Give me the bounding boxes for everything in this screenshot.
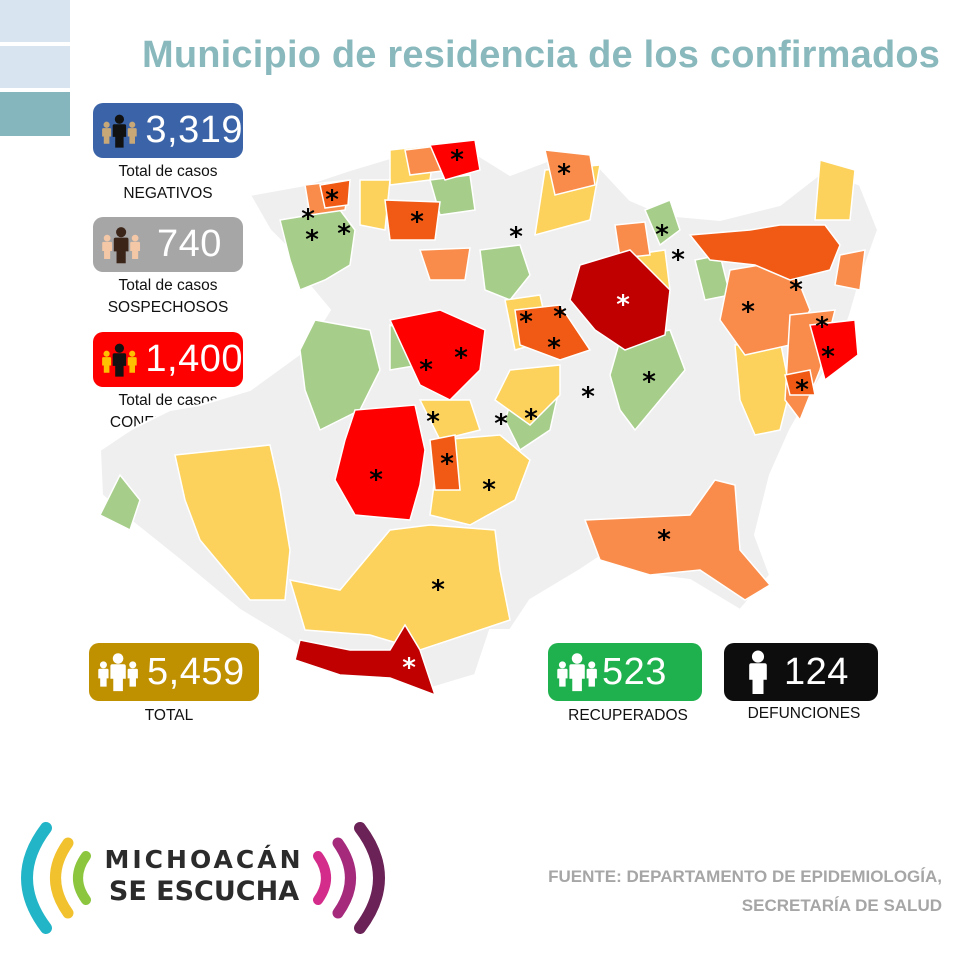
marker: *: [325, 185, 339, 215]
michoacan-map: * * * * * * * * * * * * * * * * * * * * …: [98, 139, 880, 697]
marker: *: [524, 404, 538, 434]
corner-decoration: [0, 46, 70, 88]
defunciones-badge: 124: [724, 643, 878, 701]
marker: *: [795, 375, 809, 405]
marker: *: [454, 343, 468, 373]
confirmados-value: 1,400: [145, 338, 243, 380]
recuperados-badge: 523: [548, 643, 702, 701]
people-group-icon: [98, 653, 138, 692]
sospechosos-badge: 740: [93, 217, 243, 272]
marker: *: [482, 475, 496, 505]
total-badge: 5,459: [89, 643, 259, 701]
marker: *: [337, 219, 351, 249]
municipios-very-high: [334, 139, 859, 521]
marker: *: [547, 333, 561, 363]
logo-line1: MICHOACÁN: [105, 845, 304, 874]
confirmed-markers: * * * * * * * * * * * * * * * * * * * * …: [301, 145, 835, 683]
defunciones-value: 124: [784, 650, 849, 693]
marker: *: [369, 465, 383, 495]
marker: *: [557, 159, 571, 189]
confirmados-badge: 1,400: [93, 332, 243, 387]
total-value: 5,459: [147, 650, 245, 693]
marker: *: [821, 342, 835, 372]
marker: *: [402, 653, 416, 683]
person-icon: [749, 650, 767, 694]
total-caption: TOTAL: [144, 707, 194, 724]
marker: *: [431, 575, 445, 605]
negativos-caption: Total de casos NEGATIVOS: [118, 163, 218, 202]
marker: *: [581, 382, 595, 412]
marker: *: [410, 207, 424, 237]
marker: *: [655, 220, 669, 250]
defunciones-caption: DEFUNCIONES: [747, 705, 861, 722]
recuperados-caption: RECUPERADOS: [568, 707, 688, 724]
marker: *: [426, 407, 440, 437]
marker: *: [671, 245, 685, 275]
marker: *: [815, 312, 829, 342]
marker: *: [494, 409, 508, 439]
municipios-highest: [294, 249, 671, 697]
marker: *: [440, 449, 454, 479]
marker: *: [642, 367, 656, 397]
negativos-badge: 3,319: [93, 103, 243, 158]
marker: *: [519, 307, 533, 337]
sospechosos-value: 740: [157, 223, 222, 265]
negativos-value: 3,319: [145, 109, 243, 151]
sospechosos-caption: Total de casos SOSPECHOSOS: [107, 277, 229, 316]
marker: *: [305, 225, 319, 255]
marker: *: [553, 302, 567, 332]
marker: *: [657, 525, 671, 555]
marker: *: [741, 297, 755, 327]
marker: *: [789, 275, 803, 305]
page-title: Municipio de residencia de los confirmad…: [142, 34, 941, 76]
municipios-high: [319, 179, 841, 491]
marker: *: [419, 355, 433, 385]
michoacan-se-escucha-logo: MICHOACÁN SE ESCUCHA: [21, 822, 385, 934]
corner-decoration: [0, 92, 70, 136]
marker: *: [450, 145, 464, 175]
marker: *: [509, 222, 523, 252]
corner-decoration: [0, 0, 70, 42]
people-group-icon: [557, 653, 597, 692]
source-note: FUENTE: DEPARTAMENTO DE EPIDEMIOLOGÍA, S…: [548, 867, 942, 915]
logo-line2: SE ESCUCHA: [109, 876, 299, 907]
marker: *: [301, 204, 315, 234]
recuperados-value: 523: [602, 650, 667, 693]
marker: *: [616, 290, 630, 320]
